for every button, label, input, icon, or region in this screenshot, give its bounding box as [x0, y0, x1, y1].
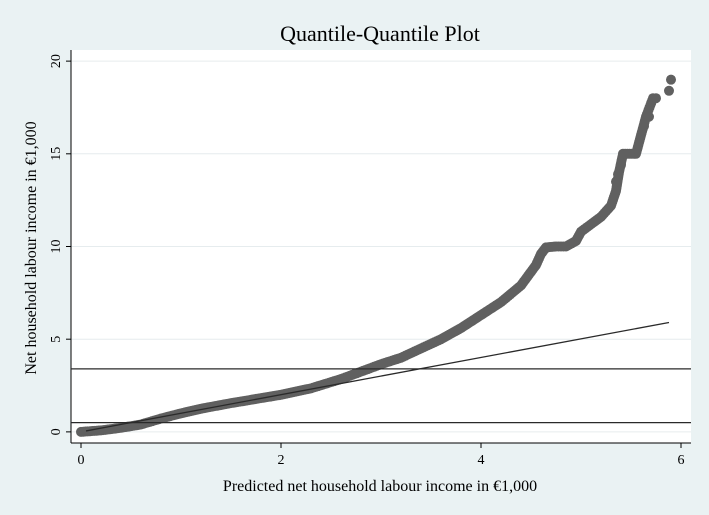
y-tick-label-0: 0 [49, 428, 64, 435]
data-point-315 [651, 93, 661, 104]
x-tick-label-4: 4 [478, 453, 485, 468]
x-tick-label-6: 6 [678, 453, 685, 468]
y-tick-label-10: 10 [49, 240, 64, 254]
axes: 0 2 4 6 0 5 10 15 20 [49, 50, 691, 468]
reference-diagonal-line [85, 321, 670, 432]
x-axis-label: Predicted net household labour income in… [223, 478, 537, 495]
x-tick-label-0: 0 [78, 453, 85, 468]
y-axis-label: Net household labour income in €1,000 [23, 121, 40, 374]
data-point-312 [616, 159, 626, 170]
y-tick-label-5: 5 [49, 336, 64, 343]
reference-lines [71, 321, 691, 432]
y-tick-label-20: 20 [49, 54, 64, 68]
chart-title: Quantile-Quantile Plot [280, 21, 480, 46]
x-tick-label-2: 2 [278, 453, 285, 468]
grid-lines [71, 60, 691, 433]
data-point-317 [666, 74, 676, 85]
data-point-311 [613, 169, 623, 180]
y-tick-label-15: 15 [49, 147, 64, 161]
data-point-313 [639, 121, 649, 132]
data-point-316 [664, 85, 674, 96]
data-point-314 [644, 111, 654, 122]
